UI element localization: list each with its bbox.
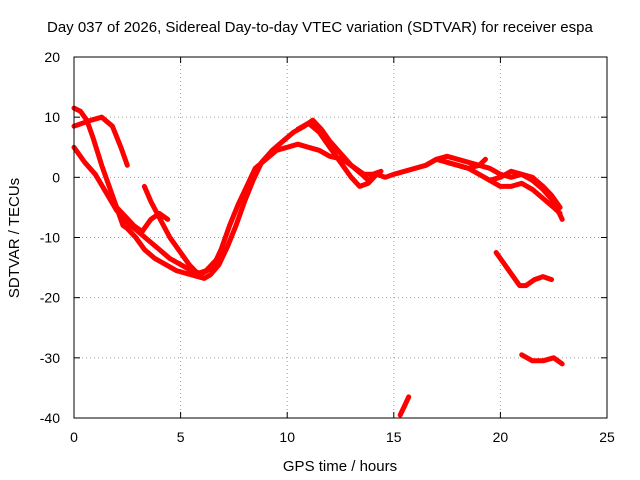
x-tick-label: 5 bbox=[177, 429, 185, 445]
y-tick-label: -30 bbox=[40, 350, 60, 366]
y-tick-label: 0 bbox=[52, 169, 60, 185]
x-tick-label: 20 bbox=[493, 429, 509, 445]
y-tick-label: 20 bbox=[44, 49, 60, 65]
chart-title: Day 037 of 2026, Sidereal Day-to-day VTE… bbox=[47, 19, 593, 36]
series-line-arc-14 bbox=[397, 394, 412, 418]
series-line-arc-4 bbox=[141, 183, 224, 277]
x-tick-label: 25 bbox=[599, 429, 615, 445]
series-line-arc-8 bbox=[374, 153, 563, 210]
series-line-arc-9 bbox=[444, 159, 565, 222]
data-series bbox=[71, 105, 565, 418]
series-line-arc-7 bbox=[295, 120, 380, 189]
y-tick-label: 10 bbox=[44, 109, 60, 125]
series-line-arc-13 bbox=[519, 352, 565, 367]
series-line-arc-11 bbox=[423, 156, 488, 171]
x-tick-label: 10 bbox=[279, 429, 295, 445]
series-line-arc-10 bbox=[487, 177, 563, 216]
series-line-arc-2 bbox=[71, 144, 216, 277]
series-line-arc-12 bbox=[493, 250, 555, 289]
plot-frame bbox=[73, 56, 608, 419]
y-tick-label: -20 bbox=[40, 290, 60, 306]
x-tick-label: 15 bbox=[386, 429, 402, 445]
x-tick-label: 0 bbox=[70, 429, 78, 445]
axis-ticks: 0 5 10 15 20 25 -40 -30 -20 -10 0 10 20 bbox=[40, 49, 615, 445]
x-axis-label: GPS time / hours bbox=[283, 458, 397, 475]
series-line-arc-5 bbox=[210, 141, 384, 271]
series-line-arc-1 bbox=[71, 105, 375, 281]
y-axis-label: SDTVAR / TECUs bbox=[6, 178, 23, 298]
series-line-arc-3 bbox=[71, 114, 130, 168]
series-line-arc-6 bbox=[114, 204, 171, 234]
y-tick-label: -40 bbox=[40, 410, 60, 426]
y-tick-label: -10 bbox=[40, 230, 60, 246]
grid-lines bbox=[74, 57, 607, 418]
